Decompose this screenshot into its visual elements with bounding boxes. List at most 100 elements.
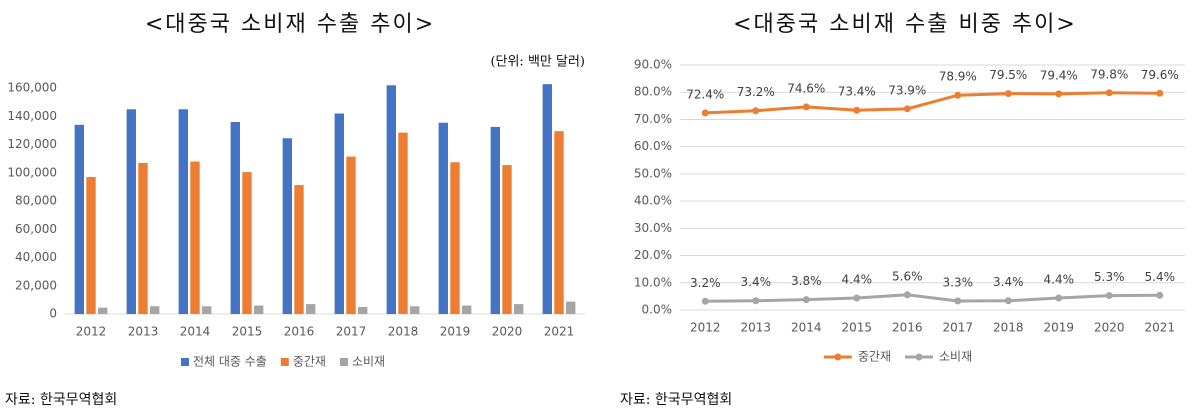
bar	[438, 122, 448, 315]
point	[802, 296, 810, 304]
y-tick-label: 100,000	[7, 165, 57, 179]
bar	[74, 124, 84, 314]
bar	[566, 301, 576, 314]
data-label: 79.8%	[1090, 67, 1128, 81]
x-tick-label: 2013	[128, 325, 159, 339]
data-label: 3.4%	[993, 275, 1024, 289]
y-tick-label: 60.0%	[634, 139, 672, 153]
data-label: 4.4%	[842, 273, 873, 287]
bar	[202, 306, 212, 314]
legend-label: 소비재	[352, 355, 385, 369]
data-label: 73.4%	[838, 85, 876, 99]
bar	[554, 131, 564, 314]
legend-marker	[180, 358, 189, 366]
point	[903, 291, 911, 299]
bar	[462, 305, 472, 314]
x-tick-label: 2019	[1043, 321, 1074, 335]
bar	[410, 306, 420, 314]
point	[752, 297, 760, 305]
bar	[502, 165, 512, 314]
x-tick-label: 2016	[892, 321, 923, 335]
bar	[450, 162, 460, 314]
x-tick-label: 2017	[336, 325, 367, 339]
x-tick-label: 2019	[440, 325, 471, 339]
point	[752, 107, 760, 115]
y-tick-label: 10.0%	[634, 275, 672, 289]
y-tick-label: 90.0%	[634, 58, 672, 72]
x-tick-label: 2015	[841, 321, 872, 335]
data-label: 79.6%	[1141, 68, 1179, 82]
bar	[358, 306, 368, 314]
point	[1004, 297, 1012, 305]
y-tick-label: 20.0%	[634, 248, 672, 262]
legend-marker	[280, 358, 289, 366]
data-label: 74.6%	[787, 81, 825, 95]
point	[853, 106, 861, 114]
data-label: 5.6%	[892, 269, 923, 283]
y-tick-label: 120,000	[7, 137, 57, 151]
x-tick-label: 2014	[791, 321, 822, 335]
x-tick-label: 2017	[942, 321, 973, 335]
bar	[294, 185, 304, 314]
chart-title: <대중국 소비재 수출 추이>	[145, 12, 435, 37]
y-tick-label: 40.0%	[634, 194, 672, 208]
x-tick-label: 2012	[690, 321, 721, 335]
point	[1055, 90, 1063, 98]
bar	[190, 161, 200, 314]
bar	[178, 109, 188, 314]
chart-title: <대중국 소비재 수출 비중 추이>	[733, 12, 1077, 37]
x-tick-label: 2016	[284, 325, 315, 339]
point	[954, 297, 962, 305]
bar	[282, 138, 292, 314]
data-label: 73.9%	[888, 83, 926, 97]
bar	[306, 304, 316, 314]
legend-label: 중간재	[858, 350, 891, 364]
point	[1156, 291, 1164, 299]
bar	[86, 177, 96, 314]
y-tick-label: 40,000	[15, 250, 57, 264]
data-label: 5.3%	[1094, 270, 1125, 284]
legend-label: 소비재	[939, 350, 972, 364]
x-tick-label: 2018	[388, 325, 419, 339]
data-label: 3.2%	[690, 276, 721, 290]
point	[701, 109, 709, 117]
point	[1105, 292, 1113, 300]
bar	[150, 306, 160, 314]
y-tick-label: 20,000	[15, 278, 57, 292]
y-tick-label: 140,000	[7, 109, 57, 123]
data-label: 78.9%	[939, 70, 977, 84]
x-tick-label: 2012	[76, 325, 107, 339]
y-tick-label: 0	[49, 307, 57, 321]
data-label: 3.8%	[791, 274, 822, 288]
x-tick-label: 2020	[492, 325, 523, 339]
point	[1004, 90, 1012, 98]
bar	[126, 109, 136, 314]
legend-label: 전체 대중 수출	[193, 355, 267, 369]
bar	[254, 305, 264, 314]
line	[705, 293, 1160, 303]
bar	[346, 156, 356, 314]
legend-marker	[834, 353, 842, 361]
point	[701, 297, 709, 305]
data-label: 79.4%	[1040, 68, 1078, 82]
x-tick-label: 2021	[544, 325, 575, 339]
x-tick-label: 2013	[740, 321, 771, 335]
bar	[398, 132, 408, 314]
data-label: 5.4%	[1145, 270, 1176, 284]
point	[1055, 294, 1063, 302]
bar	[490, 126, 500, 314]
point	[1105, 89, 1113, 97]
legend-marker	[915, 353, 923, 361]
line	[705, 91, 1160, 115]
y-tick-label: 80,000	[15, 194, 57, 208]
bar	[98, 307, 108, 314]
x-tick-label: 2015	[232, 325, 263, 339]
bar	[542, 84, 552, 314]
y-tick-label: 60,000	[15, 222, 57, 236]
y-tick-label: 30.0%	[634, 221, 672, 235]
point	[903, 105, 911, 113]
point	[853, 294, 861, 302]
y-tick-label: 70.0%	[634, 112, 672, 126]
data-label: 3.3%	[943, 276, 974, 290]
